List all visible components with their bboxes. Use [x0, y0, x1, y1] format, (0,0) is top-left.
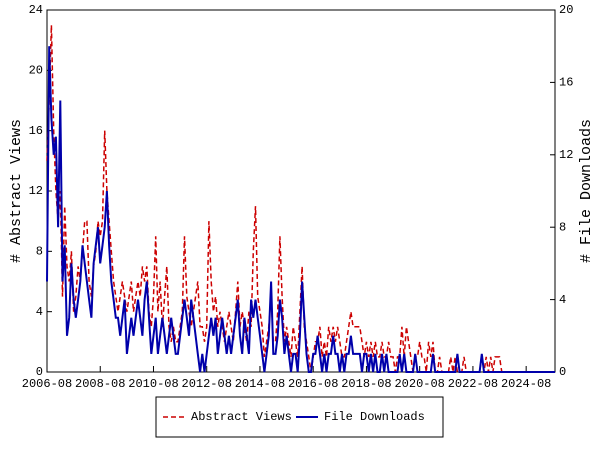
x-tick-label: 2016-08	[288, 377, 338, 391]
x-tick-label: 2008-08	[75, 377, 125, 391]
x-tick-label: 2012-08	[182, 377, 232, 391]
x-tick-label: 2006-08	[22, 377, 72, 391]
y-tick-label: 16	[29, 124, 43, 138]
y-tick-label: 4	[36, 305, 43, 319]
y-tick-label: 24	[29, 3, 43, 17]
x-tick-label: 2014-08	[235, 377, 285, 391]
y2-tick-label: 12	[559, 148, 573, 162]
y2-tick-label: 16	[559, 76, 573, 90]
y-tick-label: 8	[36, 245, 43, 259]
y-tick-label: 12	[29, 184, 43, 198]
y2-tick-label: 20	[559, 3, 573, 17]
legend-box	[155, 396, 444, 438]
x-tick-label: 2020-08	[394, 377, 444, 391]
y2-axis-label: # File Downloads	[578, 119, 595, 263]
y-tick-label: 0	[36, 365, 43, 379]
y2-tick-label: 0	[559, 365, 566, 379]
legend-label: Abstract Views	[191, 410, 292, 424]
x-tick-label: 2018-08	[341, 377, 391, 391]
series-line	[46, 46, 555, 373]
y2-tick-label: 4	[559, 293, 566, 307]
x-tick-label: 2024-08	[501, 377, 551, 391]
y2-tick-label: 8	[559, 220, 566, 234]
legend-label: File Downloads	[324, 410, 425, 424]
y-axis-label: # Abstract Views	[8, 119, 25, 263]
x-tick-label: 2022-08	[448, 377, 498, 391]
y-tick-label: 20	[29, 64, 43, 78]
x-tick-label: 2010-08	[128, 377, 178, 391]
